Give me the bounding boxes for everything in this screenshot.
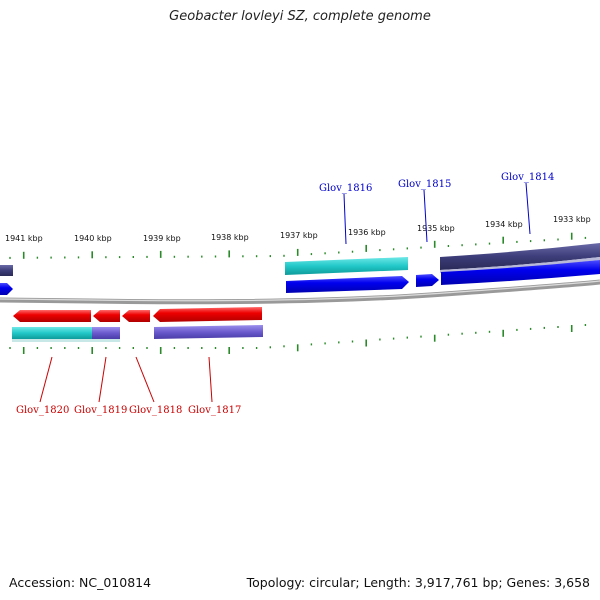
gene-label-1820[interactable]: Glov_1820 [16, 405, 69, 416]
kbp-label: 1933 kbp [553, 215, 591, 224]
outer-tick-ring [9, 232, 587, 259]
kbp-label: 1939 kbp [143, 234, 181, 243]
gene-arrow-1820 [13, 310, 91, 322]
gene-label-1816[interactable]: Glov_1816 [319, 183, 372, 194]
gene-arrow-1817 [153, 307, 262, 322]
cog-band-purple-1819 [92, 327, 120, 339]
gene-label-1818[interactable]: Glov_1818 [129, 405, 182, 416]
cog-band-dark-1814 [440, 243, 600, 270]
kbp-label: 1938 kbp [211, 233, 249, 242]
kbp-label: 1940 kbp [74, 234, 112, 243]
cog-band-cyan-1816 [285, 257, 408, 275]
kbp-label: 1941 kbp [5, 234, 43, 243]
cog-band-dark-left [0, 265, 13, 276]
leader-line-1814 [525, 182, 531, 235]
gene-arrow-1815 [416, 274, 439, 287]
gene-label-1815[interactable]: Glov_1815 [398, 179, 451, 190]
gene-arrow-1814 [441, 260, 600, 285]
gene-arrow-forward-left [0, 283, 13, 295]
cog-band-cyan-1820 [12, 327, 92, 339]
cog-band-purple-1817 [154, 325, 263, 339]
inner-tick-ring [9, 324, 587, 354]
kbp-label: 1935 kbp [417, 224, 455, 233]
gene-label-1817[interactable]: Glov_1817 [188, 405, 241, 416]
map-title: Geobacter lovleyi SZ, complete genome [169, 9, 431, 24]
cog-band-shadow [12, 339, 120, 342]
kbp-label: 1937 kbp [280, 231, 318, 240]
cog-band-dark-1814-shadow [440, 257, 600, 273]
gene-arrow-1818 [122, 310, 150, 322]
gene-arrow-1819 [93, 310, 120, 322]
gene-arrow-1816 [286, 276, 409, 293]
accession-text: Accession: NC_010814 [9, 575, 152, 590]
genome-backbone [0, 279, 600, 305]
leader-line-1816 [343, 193, 347, 245]
genome-summary-text: Topology: circular; Length: 3,917,761 bp… [246, 575, 590, 590]
gene-label-1819[interactable]: Glov_1819 [74, 405, 127, 416]
leader-line-1817 [208, 356, 213, 403]
leader-line-1820 [39, 356, 53, 403]
gene-label-1814[interactable]: Glov_1814 [501, 172, 554, 183]
leader-line-1818 [135, 356, 155, 403]
kbp-label: 1936 kbp [348, 228, 386, 237]
leader-line-1819 [98, 356, 107, 403]
genome-backbone-highlight [0, 280, 600, 302]
kbp-label: 1934 kbp [485, 220, 523, 229]
leader-line-1815 [423, 189, 428, 243]
